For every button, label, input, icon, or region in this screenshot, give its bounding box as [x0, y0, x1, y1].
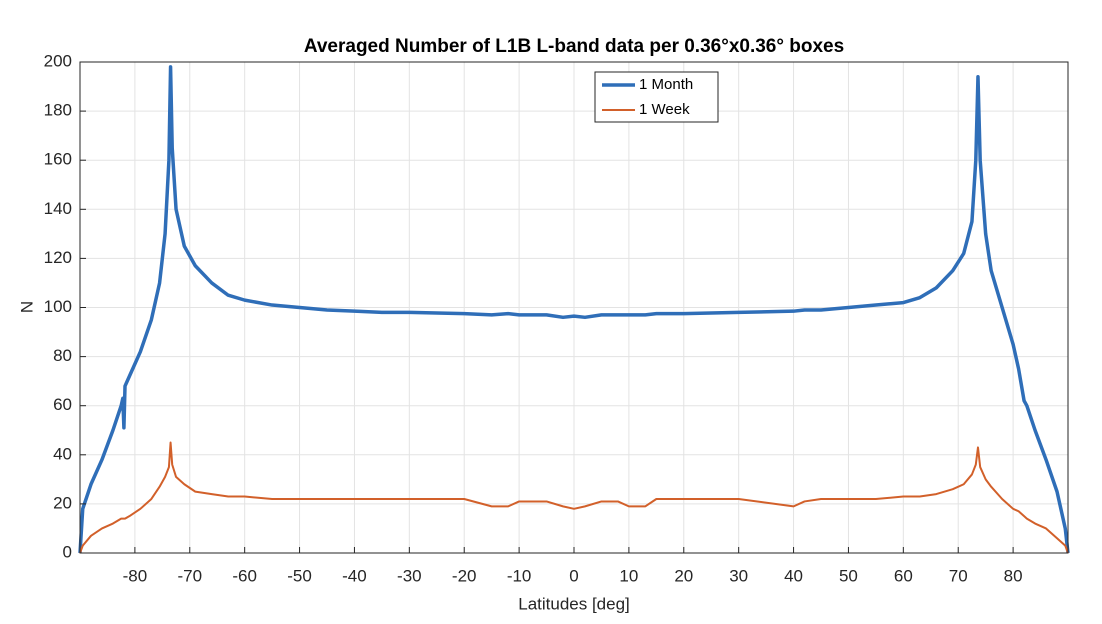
x-tick-label: 0 [569, 566, 578, 585]
y-tick-label: 140 [44, 199, 72, 218]
x-tick-label: -40 [342, 566, 367, 585]
x-tick-label: -60 [232, 566, 257, 585]
y-tick-label: 100 [44, 297, 72, 316]
legend-label: 1 Month [639, 76, 693, 93]
y-tick-label: 120 [44, 248, 72, 267]
x-tick-label: -50 [287, 566, 312, 585]
y-axis-label: N [17, 301, 36, 313]
chart-title: Averaged Number of L1B L-band data per 0… [304, 36, 844, 57]
x-tick-label: 10 [619, 566, 638, 585]
x-axis-label: Latitudes [deg] [518, 594, 630, 613]
legend: 1 Month 1 Week [594, 71, 719, 123]
x-tick-label: 30 [729, 566, 748, 585]
y-tick-label: 200 [44, 51, 72, 70]
x-tick-label: -20 [452, 566, 477, 585]
x-tick-label: 60 [894, 566, 913, 585]
y-tick-label: 180 [44, 101, 72, 120]
x-tick-label: 70 [949, 566, 968, 585]
y-tick-label: 80 [53, 346, 72, 365]
x-tick-label: 40 [784, 566, 803, 585]
x-tick-label: -70 [177, 566, 202, 585]
lines [78, 65, 1070, 554]
y-tick-label: 160 [44, 150, 72, 169]
series-line [78, 65, 1070, 554]
x-tick-label: 50 [839, 566, 858, 585]
legend-box [594, 71, 719, 123]
x-tick-label: -80 [123, 566, 148, 585]
legend-label: 1 Week [639, 101, 690, 118]
x-tick-label: -30 [397, 566, 422, 585]
x-tick-label: -10 [507, 566, 532, 585]
y-tick-label: 40 [53, 444, 72, 463]
series-line [79, 441, 1069, 554]
y-tick-label: 0 [63, 542, 72, 561]
y-tick-label: 60 [53, 395, 72, 414]
y-tick-label: 20 [53, 493, 72, 512]
x-tick-label: 20 [674, 566, 693, 585]
x-tick-label: 80 [1004, 566, 1023, 585]
